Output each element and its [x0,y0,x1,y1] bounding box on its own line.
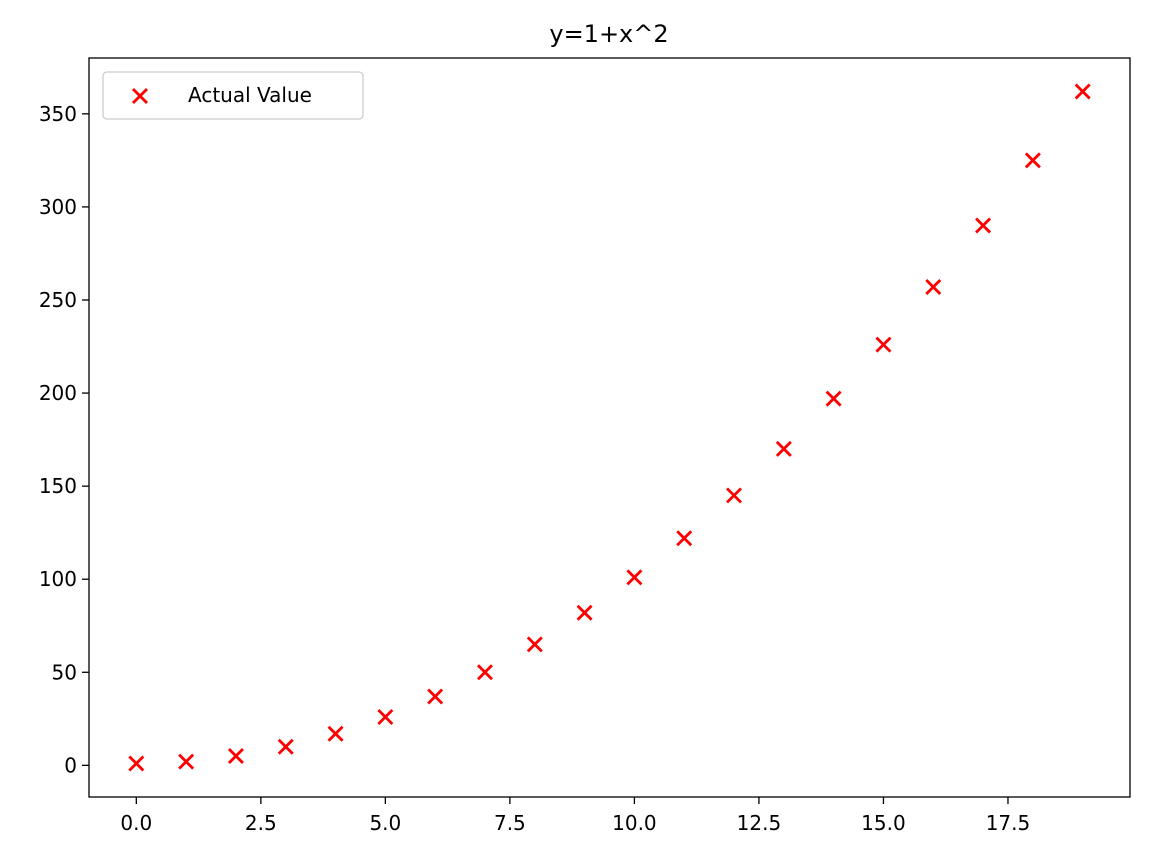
data-point [128,755,145,772]
data-point [277,738,294,755]
data-point [476,664,493,681]
data-point [875,336,892,353]
data-points [128,83,1091,772]
legend: Actual Value [102,71,364,120]
plot-area-frame [88,57,1131,798]
x-axis: 0.0 2.5 5.0 7.5 10.0 12.5 15.0 17.5 [120,797,1030,835]
y-tick-label: 100 [39,567,77,591]
data-point [178,753,195,770]
x-tick-label: 15.0 [861,811,906,835]
y-axis: 0 50 100 150 200 250 300 350 [39,102,89,777]
legend-box [102,71,364,120]
x-tick-label: 12.5 [737,811,782,835]
chart-title: y=1+x^2 [549,20,668,48]
data-point [775,440,792,457]
legend-label: Actual Value [188,83,312,107]
data-point [1024,152,1041,169]
data-point [975,217,992,234]
y-tick-label: 250 [39,288,77,312]
data-point [576,604,593,621]
legend-marker-x-icon [132,88,148,104]
data-point [327,725,344,742]
x-tick-label: 2.5 [245,811,277,835]
data-point [227,748,244,765]
data-point [377,708,394,725]
x-tick-label: 10.0 [612,811,657,835]
y-tick-label: 350 [39,102,77,126]
data-point [676,530,693,547]
y-tick-label: 300 [39,195,77,219]
data-point [825,390,842,407]
data-point [526,636,543,653]
y-tick-label: 50 [52,660,77,684]
y-tick-label: 150 [39,474,77,498]
data-point [626,569,643,586]
data-point [1074,83,1091,100]
x-tick-label: 0.0 [120,811,152,835]
x-tick-label: 5.0 [369,811,401,835]
y-tick-label: 200 [39,381,77,405]
data-point [427,688,444,705]
x-tick-label: 7.5 [494,811,526,835]
y-tick-label: 0 [64,753,77,777]
data-point [925,278,942,295]
x-tick-label: 17.5 [986,811,1031,835]
data-point [726,487,743,504]
